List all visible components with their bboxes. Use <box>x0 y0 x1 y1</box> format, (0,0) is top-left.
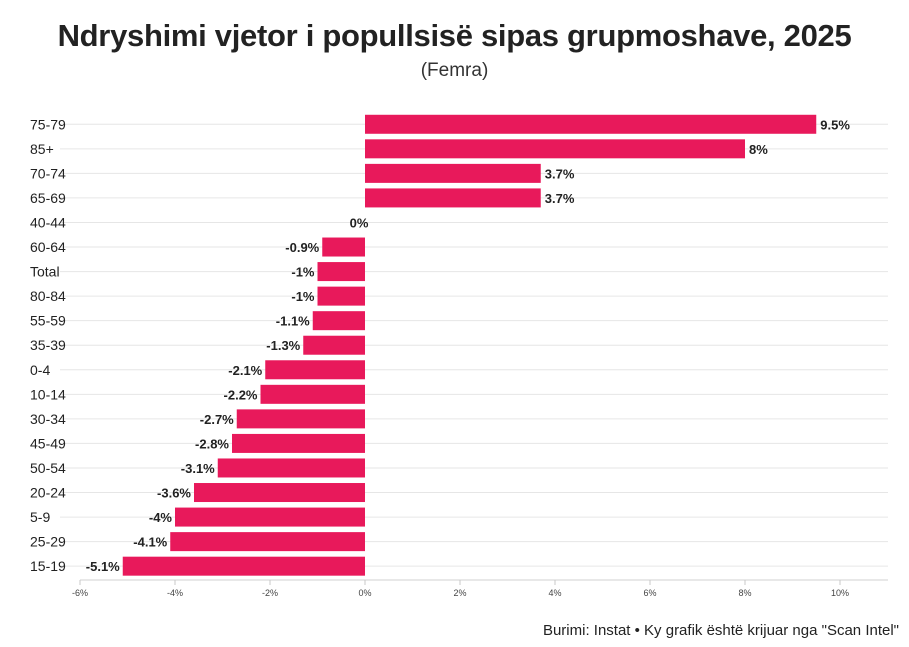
x-tick-label: -2% <box>262 588 278 598</box>
value-label: -3.6% <box>157 486 191 501</box>
bar <box>365 188 541 208</box>
bar <box>265 360 365 380</box>
x-tick-label: 8% <box>738 588 751 598</box>
x-tick-label: 10% <box>831 588 849 598</box>
bar <box>122 556 365 576</box>
bar <box>260 384 365 404</box>
category-label: 85+ <box>30 141 54 157</box>
category-label: 30-34 <box>30 411 66 427</box>
category-label: 50-54 <box>30 460 66 476</box>
x-tick-label: 4% <box>548 588 561 598</box>
value-label: -1% <box>291 265 315 280</box>
x-tick-label: 2% <box>453 588 466 598</box>
bar <box>317 262 365 282</box>
value-label: -1.1% <box>276 314 310 329</box>
bar <box>365 163 541 183</box>
value-label: -2.7% <box>200 412 234 427</box>
category-label: 40-44 <box>30 214 66 230</box>
category-label: 55-59 <box>30 313 66 329</box>
value-label: 8% <box>749 142 768 157</box>
category-label: 15-19 <box>30 558 66 574</box>
bar <box>170 532 365 552</box>
bar <box>312 311 365 331</box>
x-tick-label: -6% <box>72 588 88 598</box>
bar <box>322 237 365 257</box>
bar <box>236 409 365 429</box>
value-label: -5.1% <box>86 559 120 574</box>
category-label: 0-4 <box>30 362 50 378</box>
category-label: 20-24 <box>30 485 66 501</box>
value-label: -2.8% <box>195 436 229 451</box>
x-tick-label: -4% <box>167 588 183 598</box>
value-label: -3.1% <box>181 461 215 476</box>
value-label: -4% <box>149 510 173 525</box>
x-tick-label: 0% <box>358 588 371 598</box>
value-label: 3.7% <box>545 191 575 206</box>
value-label: 3.7% <box>545 166 575 181</box>
category-label: Total <box>30 264 60 280</box>
source-note: Burimi: Instat • Ky grafik është krijuar… <box>542 622 899 639</box>
bar <box>365 114 817 134</box>
category-label: 70-74 <box>30 165 66 181</box>
value-label: -2.2% <box>224 387 258 402</box>
value-label: -1.3% <box>266 338 300 353</box>
category-label: 80-84 <box>30 288 66 304</box>
category-label: 5-9 <box>30 509 50 525</box>
category-label: 25-29 <box>30 534 66 550</box>
x-tick-label: 6% <box>643 588 656 598</box>
value-label: 9.5% <box>820 117 850 132</box>
bar <box>217 458 365 478</box>
bar <box>232 433 365 453</box>
bar <box>365 139 745 159</box>
value-label: -2.1% <box>228 363 262 378</box>
chart-title: Ndryshimi vjetor i popullsisë sipas grup… <box>57 18 852 53</box>
bar <box>303 335 365 355</box>
category-label: 75-79 <box>30 116 66 132</box>
category-label: 10-14 <box>30 386 66 402</box>
value-label: -4.1% <box>133 535 167 550</box>
value-label: -1% <box>291 289 315 304</box>
category-label: 45-49 <box>30 435 66 451</box>
category-label: 60-64 <box>30 239 66 255</box>
category-label: 65-69 <box>30 190 66 206</box>
bar <box>175 507 365 527</box>
bar <box>317 286 365 306</box>
chart-subtitle: (Femra) <box>420 60 489 81</box>
value-label: -0.9% <box>285 240 319 255</box>
bar <box>194 483 365 503</box>
category-label: 35-39 <box>30 337 66 353</box>
value-label: 0% <box>350 215 369 230</box>
